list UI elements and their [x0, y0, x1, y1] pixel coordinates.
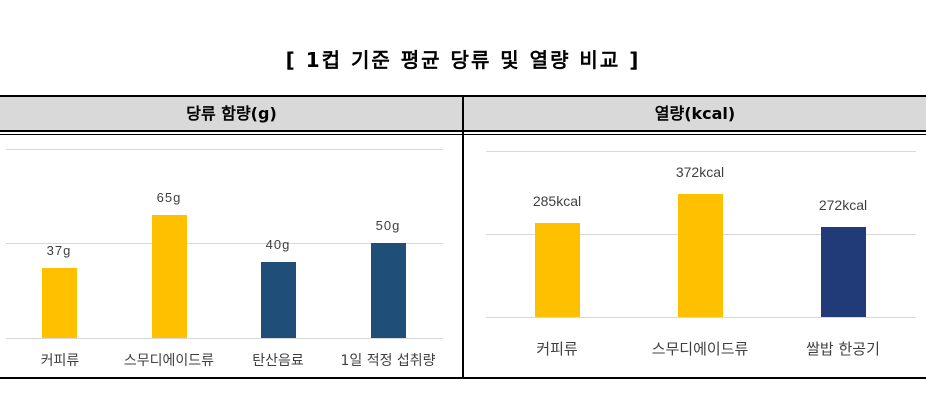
bar-smoothie-kcal — [678, 194, 723, 317]
gridline-0 — [6, 338, 443, 339]
page-title: [ 1컵 기준 평균 당류 및 열량 비교 ] — [285, 48, 641, 72]
category-label: 1일 적정 섭취량 — [340, 353, 436, 369]
gridline-100 — [6, 149, 443, 150]
bar-soda-sugar — [261, 262, 296, 338]
bar-coffee-sugar — [42, 268, 77, 338]
gridline-0 — [486, 317, 916, 318]
value-label: 40g — [265, 237, 291, 252]
header-sugar: 당류 함량(g) — [186, 104, 277, 123]
category-label: 탄산음료 — [252, 353, 304, 369]
value-label: 285kcal — [532, 193, 582, 209]
bar-daily-sugar — [371, 243, 406, 338]
bar-smoothie-sugar — [152, 215, 187, 338]
column-divider — [462, 95, 464, 379]
header-calories: 열량(kcal) — [654, 104, 736, 123]
category-label: 커피류 — [536, 340, 578, 358]
category-label: 스무디에이드류 — [123, 353, 215, 369]
bar-coffee-kcal — [535, 223, 580, 317]
value-label: 50g — [375, 218, 401, 233]
category-label: 스무디에이드류 — [651, 340, 749, 358]
gridline-500 — [486, 151, 916, 152]
table-bottom-border — [0, 377, 926, 379]
value-label: 372kcal — [675, 164, 725, 180]
value-label: 272kcal — [818, 197, 868, 213]
value-label: 37g — [46, 243, 72, 258]
gridline-50 — [6, 243, 443, 244]
bar-rice-kcal — [821, 227, 866, 317]
value-label: 65g — [156, 190, 182, 205]
category-label: 커피류 — [40, 353, 80, 369]
category-label: 쌀밥 한공기 — [806, 340, 880, 358]
